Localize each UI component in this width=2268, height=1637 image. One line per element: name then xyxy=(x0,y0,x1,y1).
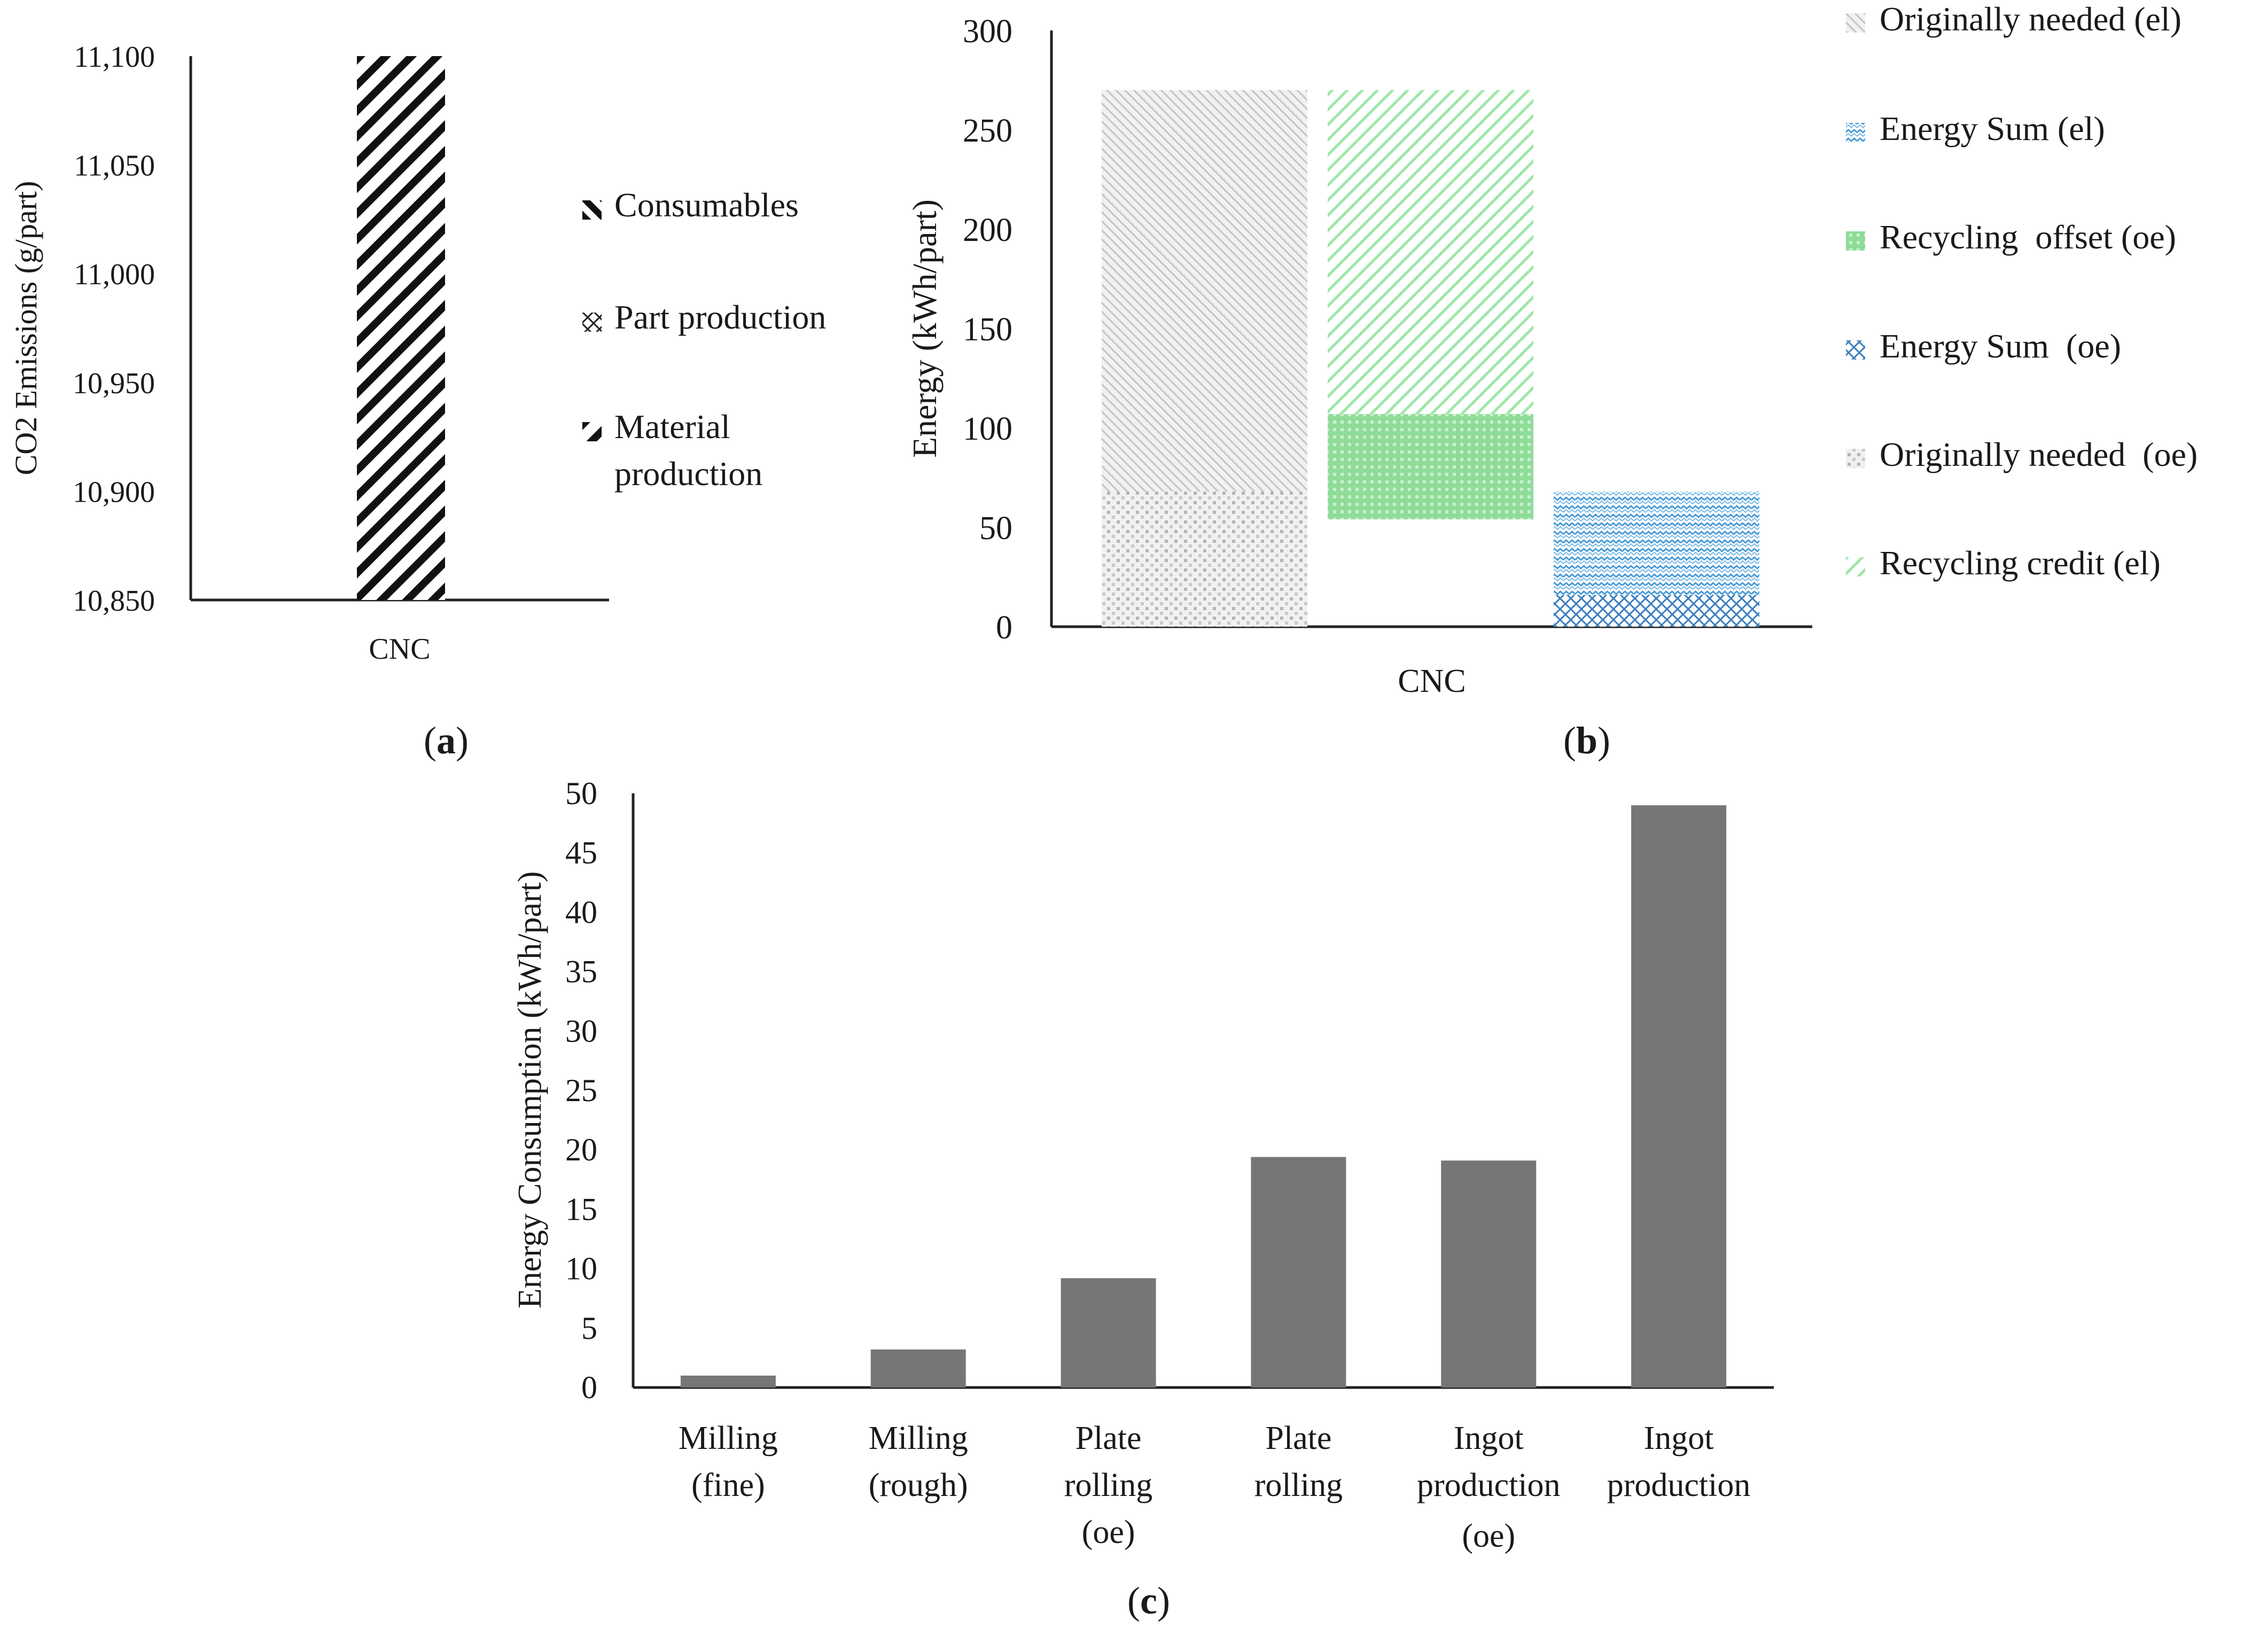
chart-a: 10,850 10,900 10,950 11,000 11,050 11,100 CNC… xyxy=(9,41,826,762)
y-tick-label: 150 xyxy=(963,311,1012,348)
y-tick-label: 45 xyxy=(565,835,597,870)
legend: Consumables Part production Material produc… xyxy=(582,186,826,493)
y-tick-label: 0 xyxy=(996,610,1012,646)
chart-b: 0 50 100 150 200 250 300 CNC Energy (kWh/part)… xyxy=(906,0,2197,762)
y-axis-title: Energy Consumption (kWh/part) xyxy=(512,871,548,1309)
y-tick-label: 10,850 xyxy=(73,584,155,618)
bar-1-segment-originally-needed-oe xyxy=(1102,492,1307,627)
legend-swatch xyxy=(1846,557,1865,576)
bar-2-segment-recycling-offset-oe xyxy=(1328,414,1533,520)
legend-swatch xyxy=(582,200,602,220)
y-tick-label: 11,000 xyxy=(74,258,155,291)
legend-label: Recycling credit (el) xyxy=(1880,544,2161,582)
bar xyxy=(1441,1160,1537,1387)
legend: Originally needed (el) Energy Sum (el) Rec… xyxy=(1846,0,2197,582)
y-tick-label: 0 xyxy=(581,1370,597,1405)
bar xyxy=(870,1349,966,1387)
panel-label-a: (a) xyxy=(424,719,469,762)
x-tick-label: Milling (fine) xyxy=(679,1420,778,1503)
bar-3-segment-energy-sum-oe xyxy=(1554,595,1759,627)
bars xyxy=(357,56,445,600)
x-tick-label: Ingot production xyxy=(1607,1420,1751,1503)
legend-label: Energy Sum (el) xyxy=(1880,110,2105,147)
x-tick-label: Plate rolling (oe) xyxy=(1064,1420,1152,1550)
y-tick-label: 25 xyxy=(565,1073,597,1108)
panel-label-c: (c) xyxy=(1127,1579,1170,1622)
bar xyxy=(1061,1278,1156,1387)
x-tick-label: Milling (rough) xyxy=(869,1420,968,1503)
y-tick-label: 35 xyxy=(565,954,597,989)
legend-swatch xyxy=(1846,449,1865,468)
legend-label: Originally needed (el) xyxy=(1880,0,2181,38)
bar-1-segment-originally-needed-el xyxy=(1102,90,1307,492)
y-tick-label: 10 xyxy=(565,1251,597,1287)
legend-label: Material production xyxy=(614,408,762,493)
y-axis-ticks: 0 50 100 150 200 250 300 xyxy=(963,13,1012,646)
legend-label: Consumables xyxy=(614,186,799,224)
y-tick-label: 10,950 xyxy=(73,367,155,400)
legend-label: Energy Sum (oe) xyxy=(1880,327,2121,365)
y-tick-label: 20 xyxy=(565,1132,597,1167)
x-tick-labels: Milling (fine) Milling (rough) Plate rolling(… xyxy=(679,1420,1750,1554)
legend-swatch xyxy=(582,313,602,332)
bar-3-segment-energy-sum-el xyxy=(1554,492,1759,595)
x-tick-label: Ingot production (oe) xyxy=(1417,1420,1561,1554)
y-tick-label: 250 xyxy=(963,113,1012,149)
bar xyxy=(680,1375,776,1387)
y-tick-label: 10,900 xyxy=(73,475,155,509)
x-tick-label: CNC xyxy=(1398,663,1466,699)
bar-segment-material-production xyxy=(357,56,445,600)
legend-swatch xyxy=(1846,231,1865,251)
legend-swatch xyxy=(1846,123,1865,142)
bars xyxy=(1102,90,1759,627)
y-axis-ticks: 0 5 10 15 20 25 30 35 40 45 50 xyxy=(565,776,597,1405)
y-tick-label: 300 xyxy=(963,13,1012,50)
bars xyxy=(680,805,1727,1387)
y-axis-ticks: 10,850 10,900 10,950 11,000 11,050 11,100 xyxy=(73,41,155,618)
panel-label-b: (b) xyxy=(1563,719,1610,762)
y-tick-label: 100 xyxy=(963,411,1012,447)
legend-label: Originally needed (oe) xyxy=(1880,435,2197,473)
bar xyxy=(1251,1157,1346,1387)
legend-swatch xyxy=(582,422,602,441)
x-tick-label: Plate rolling xyxy=(1254,1420,1343,1503)
y-tick-label: 30 xyxy=(565,1014,597,1049)
y-tick-label: 15 xyxy=(565,1191,597,1227)
y-tick-label: 11,100 xyxy=(74,41,155,74)
y-tick-label: 40 xyxy=(565,894,597,930)
y-tick-label: 11,050 xyxy=(74,150,155,183)
bar-2-segment-recycling-credit-el xyxy=(1328,90,1533,414)
legend-label: Part production xyxy=(614,298,826,336)
legend-label: Recycling offset (oe) xyxy=(1880,218,2176,256)
y-tick-label: 200 xyxy=(963,212,1012,248)
legend-swatch xyxy=(1846,340,1865,360)
y-tick-label: 50 xyxy=(979,510,1012,547)
y-axis-title: CO2 Emissions (g/part) xyxy=(9,181,43,475)
x-tick-label: CNC xyxy=(369,633,430,666)
bar xyxy=(1631,805,1727,1387)
y-tick-label: 50 xyxy=(565,776,597,811)
legend-swatch xyxy=(1846,13,1865,33)
y-tick-label: 5 xyxy=(581,1311,597,1346)
y-axis-title: Energy (kWh/part) xyxy=(906,199,944,458)
